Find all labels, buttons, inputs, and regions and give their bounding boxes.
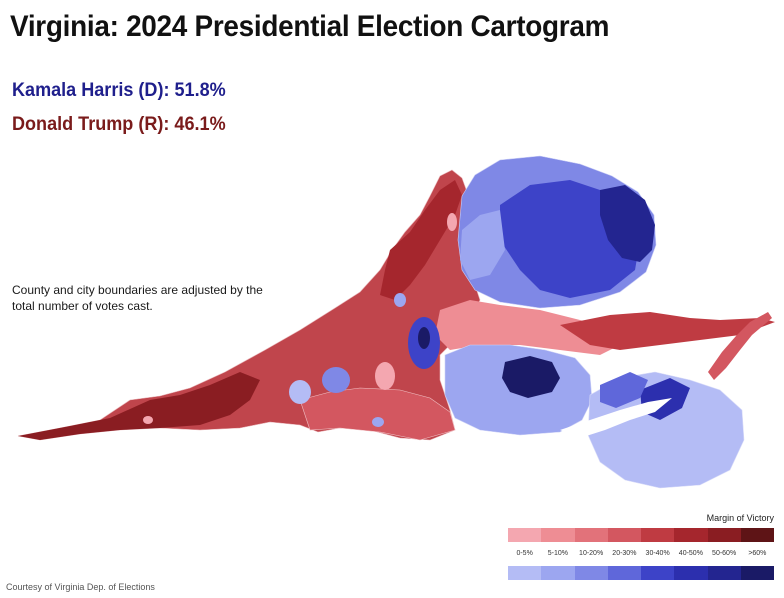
legend-label: 5-10% [547,550,568,557]
legend-label: 30-40% [645,550,670,557]
legend-label: 50-60% [712,550,737,557]
map-region-northern-neck [560,312,775,350]
legend-swatch-republican [740,528,774,542]
source-credit: Courtesy of Virginia Dep. of Elections [6,582,155,592]
harris-result: Kamala Harris (D): 51.8% [12,80,226,101]
map-region-loudoun [460,210,505,280]
legend-swatch-democrat [541,566,575,580]
legend-republican-row [508,528,774,542]
legend-swatch-republican [707,528,741,542]
legend-label: 10-20% [579,550,604,557]
map-region-piedmont [435,300,620,355]
legend-label: >60% [748,550,767,557]
legend-swatch-republican [541,528,575,542]
map-note: County and city boundaries are adjusted … [12,283,263,313]
legend-labels: 0-5% 5-10% 10-20% 20-30% 30-40% 40-50% 50-60% >… [508,550,774,557]
legend-swatch-democrat [740,566,774,580]
legend-swatch-republican [607,528,641,542]
map-region-winchester [447,213,457,231]
map-region-danville [372,417,384,427]
map-region-peninsula [600,372,648,408]
legend-swatch-democrat [607,566,641,580]
legend-democrat-row [508,566,774,580]
map-region-blacksburg [289,380,311,404]
legend-swatch-republican [674,528,708,542]
legend-swatch-democrat [574,566,608,580]
legend-swatch-republican [641,528,675,542]
legend-label: 20-30% [612,550,637,557]
legend-swatch-democrat [641,566,675,580]
map-region-charlottesville-core [418,327,430,349]
map-region-eastern-shore [708,312,772,380]
trump-result: Donald Trump (R): 46.1% [12,114,226,135]
map-region-bristol [143,416,153,424]
map-region-southwest [18,372,260,440]
map-region-roanoke [322,367,350,393]
map-region-lynchburg [375,362,395,390]
legend-swatch-republican [574,528,608,542]
legend-label: 0-5% [516,550,533,557]
map-region-richmond-city [502,356,560,398]
legend-swatch-democrat [674,566,708,580]
map-region-harrisonburg [394,293,406,307]
map-waterway [560,398,672,438]
legend-swatch-democrat [707,566,741,580]
margin-legend: Margin of Victory 0-5% 5-10% 10-20% 20-30% 3… [508,513,774,580]
legend-swatch-democrat [508,566,542,580]
legend-label: 40-50% [678,550,703,557]
map-region-valley [380,180,462,300]
page-title: Virginia: 2024 Presidential Election Car… [10,10,610,43]
map-region-southside [299,387,456,441]
legend-swatch-republican [508,528,542,542]
legend-title: Margin of Victory [706,513,774,523]
map-region-arlington [600,185,655,262]
